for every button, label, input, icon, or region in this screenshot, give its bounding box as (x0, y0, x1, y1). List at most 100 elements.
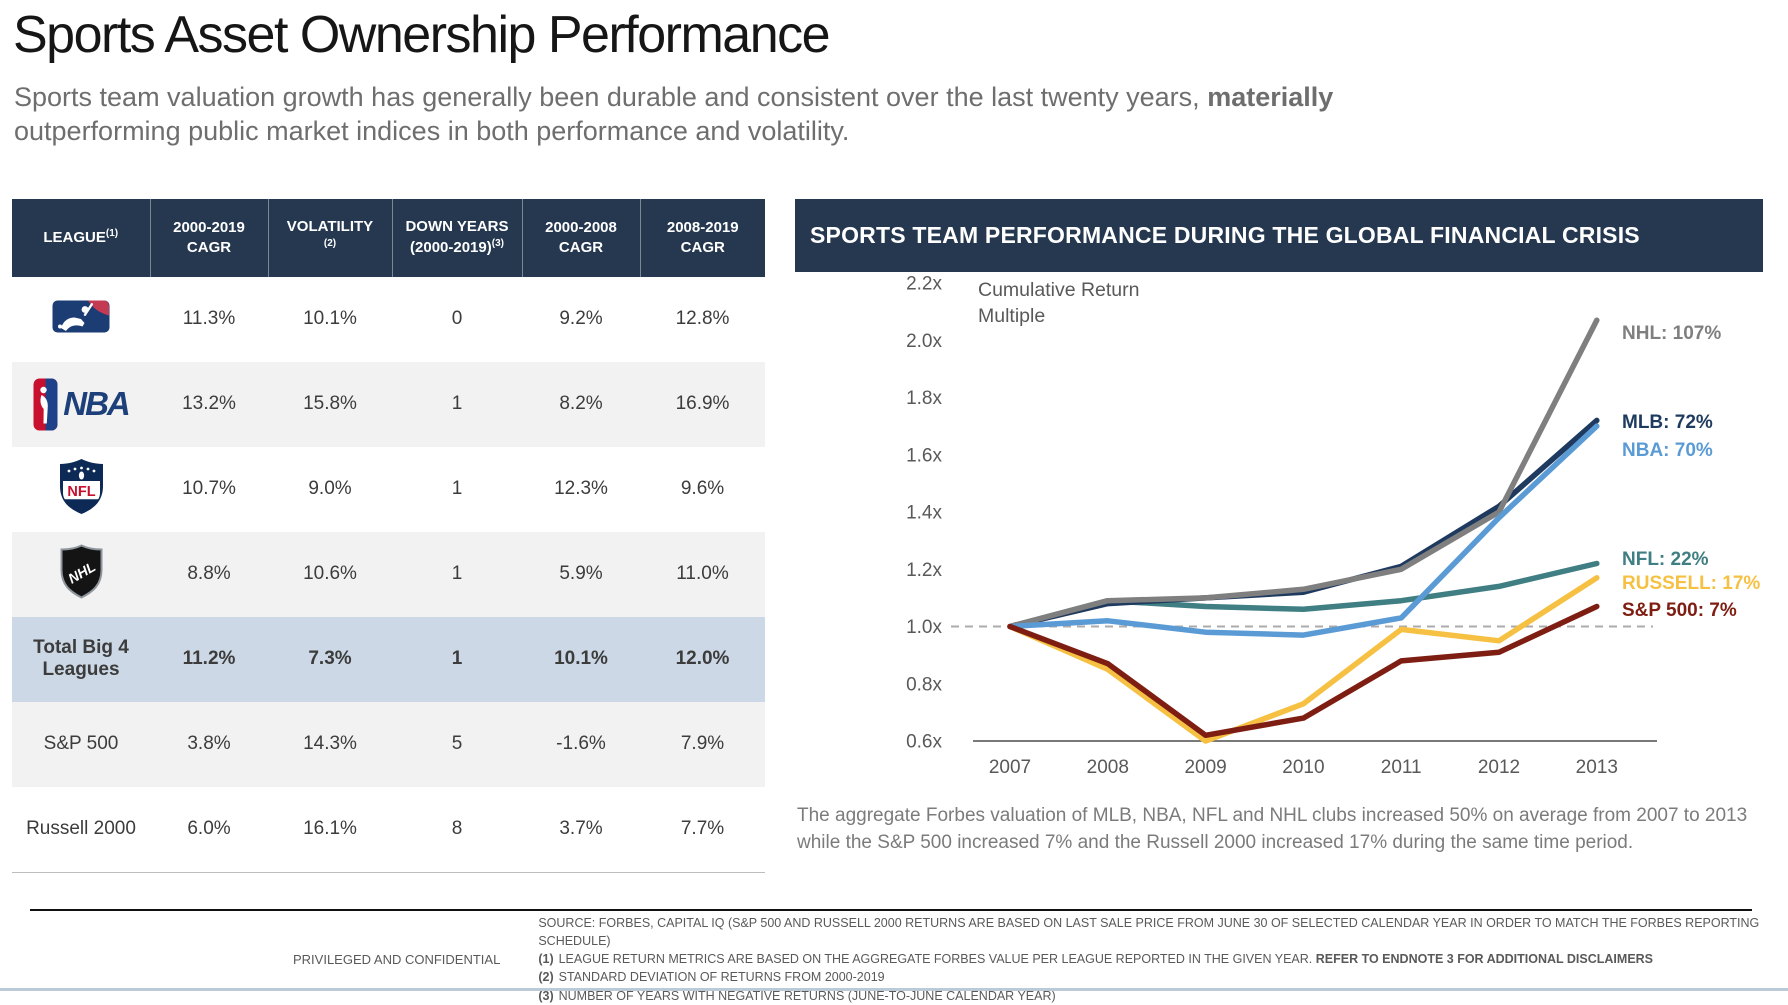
nhl-logo-icon: NHL (60, 544, 102, 599)
value-cell: 16.1% (268, 786, 392, 873)
value-cell: 1 (451, 478, 463, 500)
value-cell: 3.8% (150, 701, 268, 787)
subtitle-regular-text: Sports team valuation growth has general… (14, 81, 1208, 112)
y-tick-label: 1.8x (906, 388, 942, 409)
value-cell: 8 (392, 786, 522, 873)
series-end-label-nba: NBA: 70% (1622, 440, 1713, 461)
page-title: Sports Asset Ownership Performance (13, 6, 831, 64)
table-row-total-big-4-leagues: Total Big 4 Leagues 11.2% 7.3% 1 10.1% 12.0% (12, 616, 765, 702)
value-cell: 9.0% (308, 478, 352, 500)
footnote-line: SOURCE: FORBES, CAPITAL IQ (S&P 500 AND … (538, 916, 1760, 949)
series-end-label-mlb: MLB: 72% (1622, 412, 1713, 433)
mlb-logo-icon (52, 300, 110, 333)
value-cell: 14.3% (268, 701, 392, 787)
chart-panel: SPORTS TEAM PERFORMANCE DURING THE GLOBA… (795, 198, 1788, 857)
league-cell: NBA (12, 361, 150, 447)
y-tick-label: 2.2x (906, 276, 942, 295)
x-tick-label: 2008 (1087, 757, 1129, 778)
footer-divider (30, 909, 1752, 911)
nfl-logo-icon: NFL (59, 458, 103, 514)
main-content: LEAGUE(1) 2000-2019 CAGR VOLATILITY (2) DOWN … (12, 198, 1788, 873)
page-subtitle: Sports team valuation growth has general… (14, 80, 1414, 149)
table-row-russell-2000: Russell 2000 6.0% 16.1% 8 3.7% 7.7% (12, 786, 765, 873)
value-cell: 7.9% (640, 701, 765, 787)
value-cell: 12.3% (554, 478, 608, 500)
table-row-nfl: NFL 10.7% 9.0% 1 12.3% 9.6% (12, 447, 765, 532)
y-tick-label: 0.8x (906, 674, 942, 695)
x-tick-label: 2013 (1576, 757, 1618, 778)
footnote-line: (2) STANDARD DEVIATION OF RETURNS FROM 20… (538, 970, 885, 985)
value-cell: 13.2% (150, 361, 268, 447)
value-cell: 9.2% (559, 308, 603, 330)
bottom-accent-line (0, 988, 1788, 991)
value-cell: 1 (392, 361, 522, 447)
value-cell: 6.0% (150, 786, 268, 873)
table-header: LEAGUE(1) 2000-2019 CAGR VOLATILITY (2) DOWN … (12, 198, 765, 277)
series-line-mlb (1007, 417, 1600, 630)
table-row-nba: NBA 13.2% 15.8% 1 8.2% 16.9% (12, 361, 765, 447)
column-header: DOWN YEARS (2000-2019)(3) (391, 198, 522, 277)
value-cell: 10.7% (182, 478, 236, 500)
value-cell: 5 (392, 701, 522, 787)
series-end-label-nfl: NFL: 22% (1622, 549, 1709, 570)
value-cell: 11.0% (640, 531, 765, 617)
subtitle-bold-text: materially (1207, 81, 1334, 112)
series-end-label-s-p-500: S&P 500: 7% (1622, 600, 1737, 621)
nba-wordmark: NBA (63, 385, 130, 423)
series-line-russell (1007, 574, 1600, 744)
svg-text:NFL: NFL (67, 484, 95, 500)
series-end-label-nhl: NHL: 107% (1622, 323, 1721, 344)
x-tick-label: 2009 (1184, 757, 1226, 778)
value-cell: 16.9% (640, 361, 765, 447)
league-cell: Total Big 4 Leagues (12, 616, 150, 702)
table-row-mlb: 11.3% 10.1% 0 9.2% 12.8% (12, 277, 765, 362)
axis-title: Cumulative Return (978, 279, 1139, 301)
y-tick-label: 0.6x (906, 731, 942, 752)
column-header: LEAGUE(1) (12, 198, 150, 277)
y-tick-label: 1.0x (906, 617, 942, 638)
value-cell: 10.6% (268, 531, 392, 617)
chart-title: SPORTS TEAM PERFORMANCE DURING THE GLOBA… (795, 198, 1763, 272)
league-performance-table: LEAGUE(1) 2000-2019 CAGR VOLATILITY (2) DOWN … (12, 198, 765, 873)
value-cell: 5.9% (522, 531, 640, 617)
column-header: VOLATILITY (2) (267, 198, 392, 277)
value-cell: 1 (392, 531, 522, 617)
column-header: 2000-2019 CAGR (149, 198, 268, 277)
column-header: 2008-2019 CAGR (639, 198, 765, 277)
value-cell: 7.3% (268, 616, 392, 702)
value-cell: 7.7% (640, 786, 765, 873)
y-tick-label: 1.2x (906, 560, 942, 581)
footer-row: PRIVILEGED AND CONFIDENTIAL SOURCE: FORB… (0, 914, 1788, 1005)
value-cell: 12.8% (675, 308, 730, 330)
series-line-nfl (1007, 560, 1600, 630)
series-line-nba (1007, 423, 1600, 638)
league-cell: NFL (12, 447, 150, 532)
league-cell (12, 277, 150, 362)
footnotes: SOURCE: FORBES, CAPITAL IQ (S&P 500 AND … (538, 914, 1788, 1005)
nba-logo-icon (33, 378, 58, 431)
value-cell: 0 (451, 308, 463, 330)
value-cell: 15.8% (268, 361, 392, 447)
value-cell: 10.1% (303, 308, 357, 330)
subtitle-rest-text: outperforming public market indices in b… (14, 116, 850, 147)
value-cell: 11.3% (182, 308, 236, 330)
y-tick-label: 1.6x (906, 445, 942, 466)
y-tick-label: 2.0x (906, 331, 942, 352)
value-cell: 8.8% (150, 531, 268, 617)
nba-logo: NBA (20, 378, 142, 431)
value-cell: 8.2% (522, 361, 640, 447)
privileged-confidential-label: PRIVILEGED AND CONFIDENTIAL (293, 951, 501, 967)
table-row-s-p-500: S&P 500 3.8% 14.3% 5 -1.6% 7.9% (12, 701, 765, 787)
performance-chart: 2.2x 2.0x 1.8x 1.6x 1.4x 1.2x 1.0x 0.8x 0.6x Cumu… (906, 276, 1760, 778)
value-cell: 1 (392, 616, 522, 702)
series-line-nhl (1007, 317, 1600, 630)
value-cell: 10.1% (522, 616, 640, 702)
series-end-label-russell: RUSSELL: 17% (1622, 573, 1760, 594)
axis-title: Multiple (978, 305, 1045, 327)
value-cell: 12.0% (640, 616, 765, 702)
chart-caption: The aggregate Forbes valuation of MLB, N… (797, 804, 1748, 853)
league-cell: Russell 2000 (12, 786, 150, 873)
y-tick-label: 1.4x (906, 502, 942, 523)
series-line-s-p-500 (1007, 603, 1600, 738)
league-cell: NHL (12, 531, 150, 617)
